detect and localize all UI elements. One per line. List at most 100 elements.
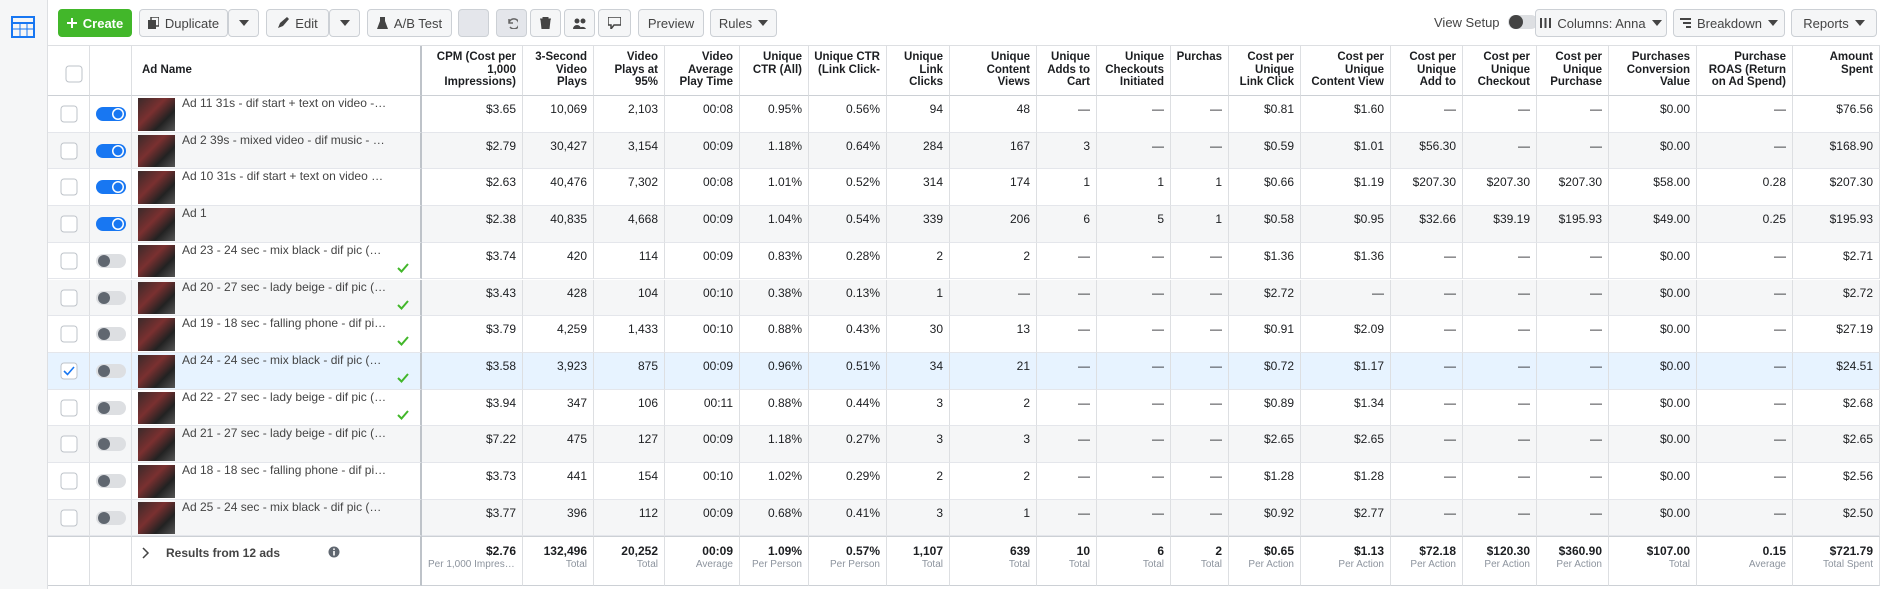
column-header[interactable]: CPM (Cost per 1,000 Impressions) xyxy=(422,46,523,96)
column-header[interactable]: Purchas xyxy=(1171,46,1229,96)
metric-cell: 00:09 xyxy=(665,499,740,537)
metric-cell: 30 xyxy=(887,316,950,353)
metric-cell: $1.01 xyxy=(1301,132,1391,170)
row-checkbox[interactable] xyxy=(48,279,90,317)
metric-cell: — xyxy=(1037,279,1097,317)
delete-button[interactable] xyxy=(530,9,561,37)
ad-name[interactable]: Ad 2 39s - mixed video - dif music - cal… xyxy=(182,132,387,147)
duplicate-dropdown[interactable] xyxy=(228,9,259,37)
column-header[interactable]: Unique CTR (Link Click- xyxy=(809,46,887,96)
footer-cell xyxy=(90,536,132,586)
expand-arrow[interactable] xyxy=(142,547,150,559)
delivery-check xyxy=(396,290,410,310)
label: Edit xyxy=(295,15,318,31)
column-header[interactable]: Cost per Unique Link Click xyxy=(1229,46,1301,96)
column-header[interactable]: Unique Link Clicks xyxy=(887,46,950,96)
status-toggle[interactable] xyxy=(90,426,132,463)
metric-cell: 2 xyxy=(950,389,1037,427)
column-header[interactable]: Video Average Play Time xyxy=(665,46,740,96)
status-toggle[interactable] xyxy=(90,132,132,170)
column-header[interactable]: Cost per Unique Content View xyxy=(1301,46,1391,96)
edit-dropdown[interactable] xyxy=(329,9,360,37)
table-icon[interactable] xyxy=(11,16,35,38)
footer-cell: $72.18 Per Action xyxy=(1391,536,1463,586)
ad-name[interactable]: Ad 24 - 24 sec - mix black - dif pic (ca… xyxy=(182,352,387,367)
row-checkbox[interactable] xyxy=(48,169,90,207)
ad-name[interactable]: Ad 11 31s - dif start + text on video - … xyxy=(182,96,387,110)
total-value: 2 xyxy=(1215,544,1222,559)
row-checkbox[interactable] xyxy=(48,96,90,133)
edit-button[interactable]: Edit xyxy=(266,9,329,37)
undo-button[interactable] xyxy=(496,9,527,37)
column-header[interactable]: Video Plays at 95% xyxy=(594,46,665,96)
ab-test-button[interactable]: A/B Test xyxy=(367,9,452,37)
ad-name[interactable]: Ad 25 - 24 sec - mix black - dif pic (br… xyxy=(182,499,387,514)
reports-button[interactable]: Reports xyxy=(1791,9,1877,37)
ad-name[interactable]: Ad 18 - 18 sec - falling phone - dif pic… xyxy=(182,463,387,477)
column-header[interactable]: Cost per Unique Purchase xyxy=(1537,46,1609,96)
results-label: Results from 12 ads xyxy=(166,546,281,561)
column-header[interactable]: Cost per Unique Checkout xyxy=(1463,46,1537,96)
metric-cell: 2,103 xyxy=(594,96,665,133)
metric-cell: $3.74 xyxy=(422,242,523,280)
status-toggle[interactable] xyxy=(90,206,132,243)
total-label: Total xyxy=(1200,559,1222,571)
row-checkbox[interactable] xyxy=(48,206,90,243)
metric-cell: 0.88% xyxy=(740,316,809,353)
duplicate-button[interactable]: Duplicate xyxy=(139,9,228,37)
status-toggle[interactable] xyxy=(90,316,132,353)
columns-button[interactable]: Columns: Anna xyxy=(1535,9,1667,37)
breakdown-button[interactable]: Breakdown xyxy=(1673,9,1785,37)
row-checkbox[interactable] xyxy=(48,352,90,390)
status-toggle[interactable] xyxy=(90,279,132,317)
row-checkbox[interactable] xyxy=(48,426,90,463)
ad-name[interactable]: Ad 1 xyxy=(182,206,207,221)
ad-name[interactable]: Ad 22 - 27 sec - lady beige - dif pic (b… xyxy=(182,389,387,404)
ad-name[interactable]: Ad 21 - 27 sec - lady beige - dif pic (b… xyxy=(182,426,387,441)
column-header[interactable]: Unique CTR (All) xyxy=(740,46,809,96)
total-value: 0.15 xyxy=(1762,544,1786,559)
metric-cell: $0.72 xyxy=(1229,352,1301,390)
audience-button[interactable] xyxy=(564,9,595,37)
column-header[interactable]: Ad Name xyxy=(132,46,422,96)
comment-button[interactable] xyxy=(598,9,631,37)
row-checkbox[interactable] xyxy=(48,316,90,353)
column-header[interactable]: Unique Content Views xyxy=(950,46,1037,96)
column-header[interactable]: 3-Second Video Plays xyxy=(523,46,594,96)
ad-name[interactable]: Ad 23 - 24 sec - mix black - dif pic (ca… xyxy=(182,242,387,257)
thumbnail xyxy=(138,465,175,498)
status-toggle[interactable] xyxy=(90,169,132,207)
column-header[interactable]: Amount Spent xyxy=(1793,46,1880,96)
metric-cell: 3 xyxy=(887,499,950,537)
preview-button[interactable]: Preview xyxy=(638,9,704,37)
metric-cell: — xyxy=(1301,279,1391,317)
metric-cell: 0.51% xyxy=(809,352,887,390)
footer-cell: 1.09% Per Person xyxy=(740,536,809,586)
status-toggle[interactable] xyxy=(90,499,132,537)
status-toggle[interactable] xyxy=(90,96,132,133)
metric-cell: — xyxy=(1097,463,1171,500)
status-toggle[interactable] xyxy=(90,352,132,390)
ad-name[interactable]: Ad 20 - 27 sec - lady beige - dif pic (b… xyxy=(182,279,387,294)
row-checkbox[interactable] xyxy=(48,242,90,280)
row-checkbox[interactable] xyxy=(48,389,90,427)
create-button[interactable]: Create xyxy=(58,9,132,37)
rules-button[interactable]: Rules xyxy=(710,9,777,37)
status-toggle[interactable] xyxy=(90,463,132,500)
ad-name[interactable]: Ad 10 31s - dif start + text on video - … xyxy=(182,169,387,184)
status-toggle[interactable] xyxy=(90,242,132,280)
row-checkbox[interactable] xyxy=(48,463,90,500)
metric-cell: — xyxy=(1171,463,1229,500)
column-header[interactable]: Purchase ROAS (Return on Ad Spend) xyxy=(1697,46,1793,96)
column-header[interactable]: Unique Adds to Cart xyxy=(1037,46,1097,96)
row-checkbox[interactable] xyxy=(48,499,90,537)
metric-cell: — xyxy=(1171,132,1229,170)
view-setup[interactable]: View Setup xyxy=(1434,14,1538,30)
row-checkbox[interactable] xyxy=(48,132,90,170)
status-toggle[interactable] xyxy=(90,389,132,427)
column-header[interactable]: Purchases Conversion Value xyxy=(1609,46,1697,96)
column-header[interactable]: Cost per Unique Add to xyxy=(1391,46,1463,96)
column-header[interactable]: Unique Checkouts Initiated xyxy=(1097,46,1171,96)
ad-name[interactable]: Ad 19 - 18 sec - falling phone - dif pic… xyxy=(182,316,387,331)
metric-cell: $32.66 xyxy=(1391,206,1463,243)
